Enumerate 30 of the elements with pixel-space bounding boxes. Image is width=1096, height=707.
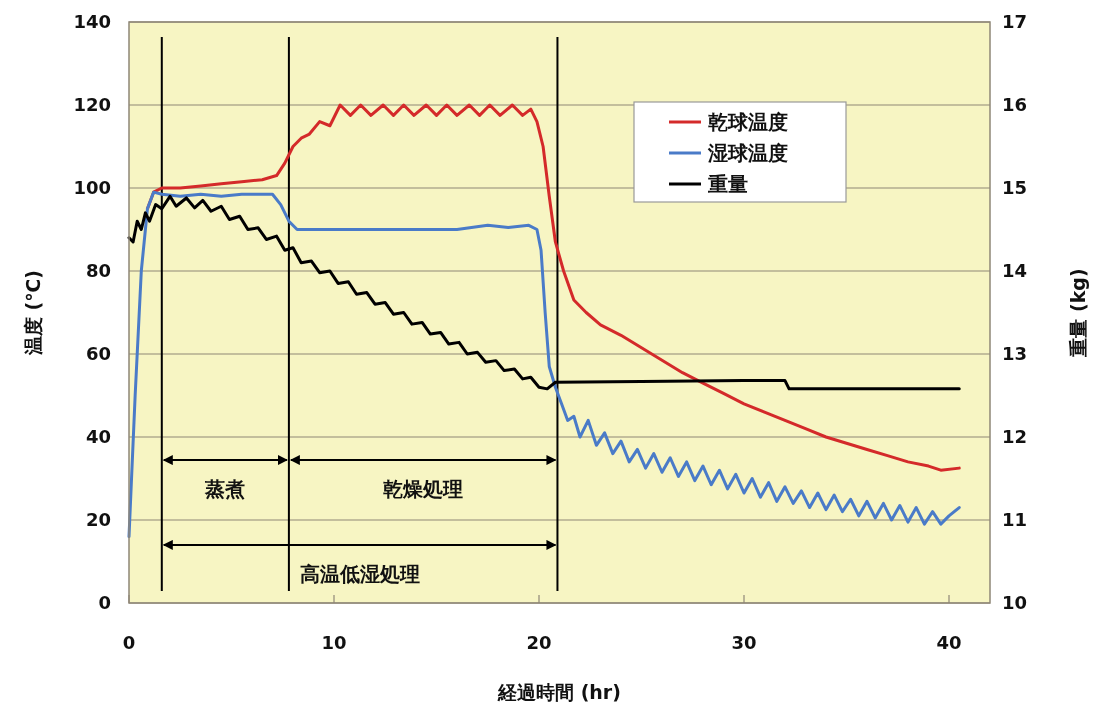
y-tick-label: 80 [85, 260, 111, 281]
y-tick-label: 140 [73, 11, 111, 32]
x-tick-label: 40 [936, 632, 962, 653]
x-axis-title: 経過時間 (hr) [497, 681, 621, 703]
y-tick-label: 120 [73, 94, 111, 115]
y2-tick-label: 11 [1002, 509, 1028, 530]
y-tick-label: 40 [85, 426, 111, 447]
y2-axis-title: 重量 (kg) [1067, 268, 1089, 358]
y2-tick-label: 12 [1002, 426, 1028, 447]
y-tick-label: 20 [85, 509, 111, 530]
y-axis-title: 温度 (℃) [22, 270, 44, 356]
y-tick-label: 100 [73, 177, 111, 198]
y-tick-label: 0 [98, 592, 111, 613]
y2-tick-label: 13 [1002, 343, 1028, 364]
annotation: 蒸煮 [204, 477, 246, 502]
y2-tick-label: 10 [1002, 592, 1028, 613]
y2-tick-label: 17 [1002, 11, 1028, 32]
y2-tick-label: 14 [1002, 260, 1028, 281]
annotation: 乾燥処理 [383, 477, 464, 502]
y2-tick-label: 15 [1002, 177, 1028, 198]
y2-tick-label: 16 [1002, 94, 1028, 115]
annotation: 高温低湿処理 [299, 561, 420, 586]
legend-label: 乾球温度 [708, 110, 788, 134]
x-tick-label: 20 [526, 632, 552, 653]
x-tick-label: 0 [122, 632, 136, 653]
legend-label: 湿球温度 [707, 141, 788, 165]
legend-label: 重量 [707, 172, 748, 196]
x-tick-label: 10 [321, 632, 347, 653]
x-tick-label: 30 [731, 632, 757, 653]
y-tick-label: 60 [85, 343, 111, 364]
